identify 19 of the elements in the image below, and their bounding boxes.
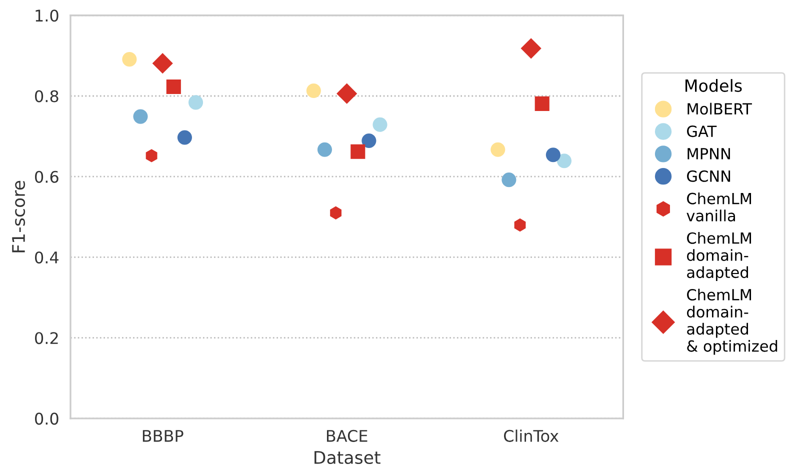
y-tick-label: 0.4 <box>35 251 58 264</box>
legend-label: GCNN <box>687 170 730 182</box>
legend-label: ChemLM vanilla <box>686 192 752 222</box>
y-tick-label: 0.2 <box>35 332 58 344</box>
x-tick-label: BBBP <box>142 430 184 442</box>
legend-label: MPNN <box>688 148 730 160</box>
x-axis-title: Dataset <box>314 451 380 464</box>
y-axis-title: F1-score <box>12 180 26 252</box>
legend-title: Models <box>686 79 742 92</box>
legend-label: GAT <box>687 126 717 138</box>
y-tick-label: 0.6 <box>35 170 58 183</box>
x-tick-label: BACE <box>326 430 368 442</box>
x-tick-label: ClinTox <box>504 430 558 442</box>
legend-label: MolBERT <box>688 102 752 115</box>
y-tick-label: 1.0 <box>36 10 58 22</box>
y-tick-label: 0.0 <box>35 412 58 425</box>
legend-label: ChemLM domain- adapted & optimized <box>687 288 778 355</box>
y-tick-label: 0.8 <box>35 90 58 102</box>
legend-label: ChemLM domain- adapted <box>687 232 752 282</box>
